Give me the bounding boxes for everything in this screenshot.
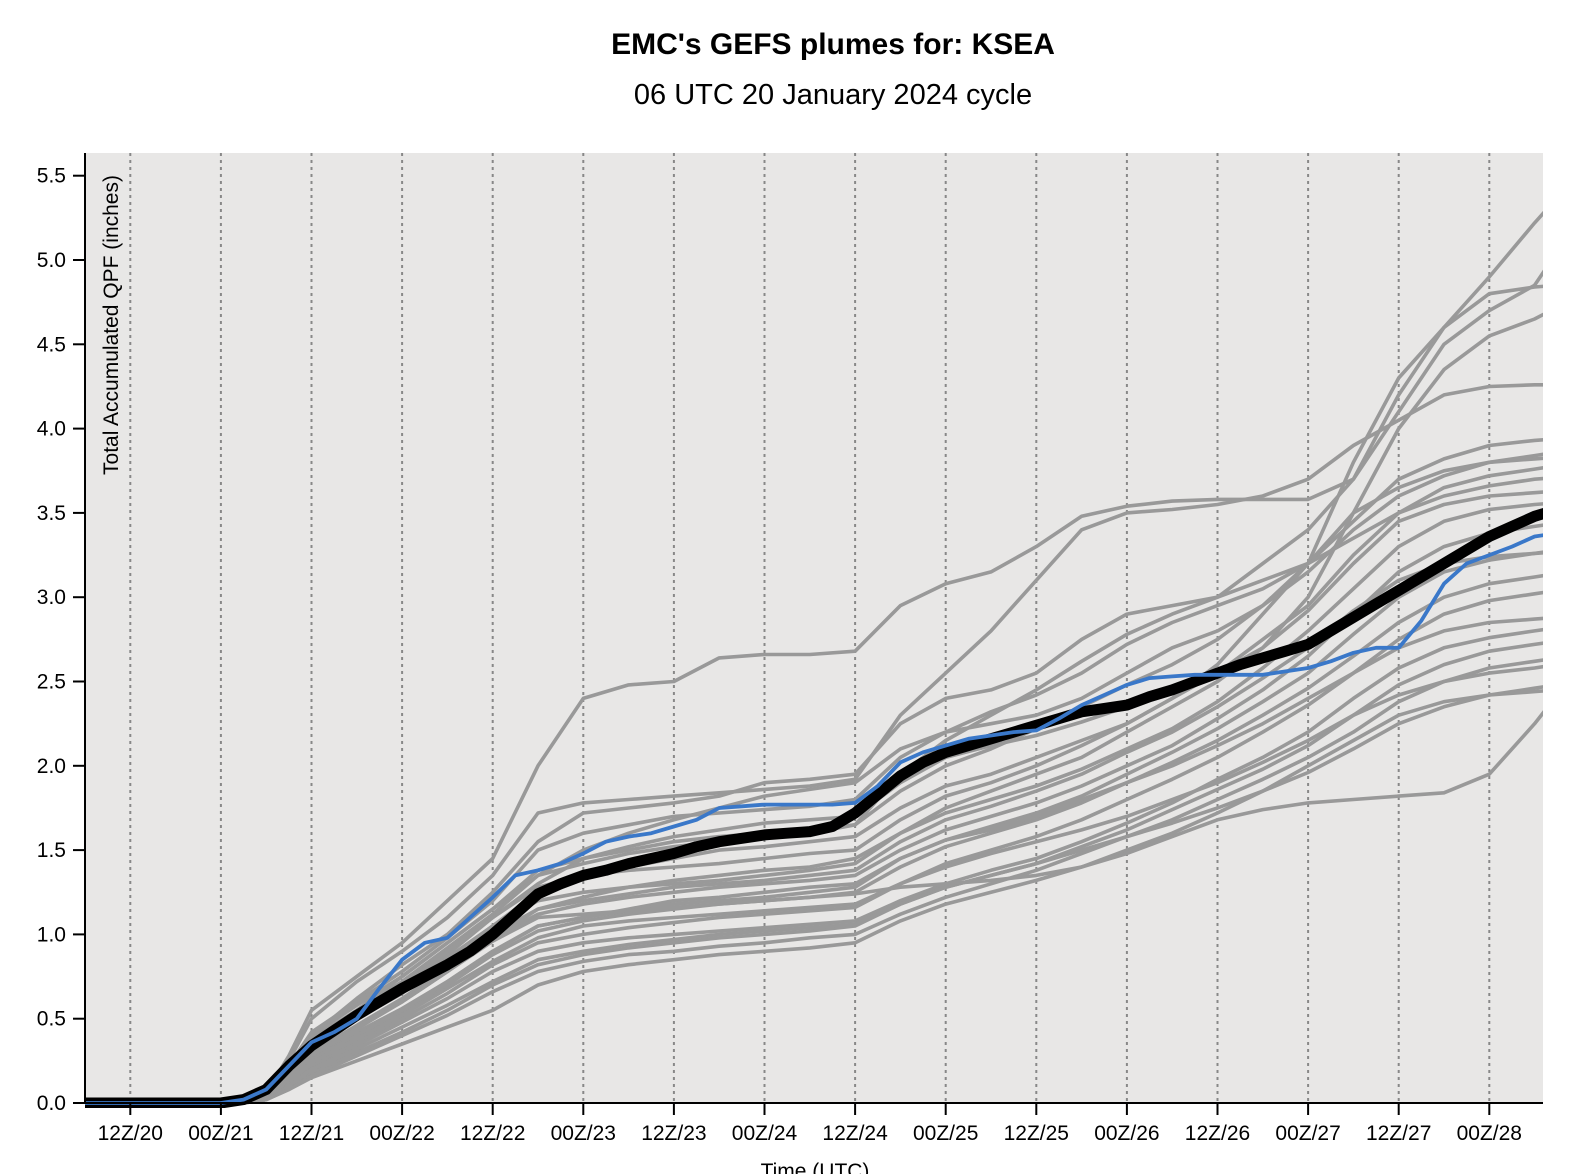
y-tick-label: 5.0 [37,249,66,272]
y-axis-label: Total Accumulated QPF (inches) [100,175,123,475]
y-tick-label: 4.5 [37,333,66,356]
chart-subtitle: 06 UTC 20 January 2024 cycle [634,79,1032,111]
x-tick-label: 12Z/23 [641,1122,706,1145]
x-tick-label: 12Z/26 [1185,1122,1250,1145]
x-tick-label: 12Z/27 [1366,1122,1431,1145]
y-tick-label: 1.5 [37,839,66,862]
ensemble-member-line [85,383,1543,1105]
ensemble-member-line [85,689,1543,1105]
plot-background [85,153,1543,1103]
y-tick-label: 3.5 [37,502,66,525]
ensemble-member-line [85,710,1543,1105]
ensemble-member-line [85,590,1543,1105]
x-tick-label: 00Z/22 [369,1122,434,1145]
y-tick-label: 0.0 [37,1092,66,1115]
x-tick-label: 12Z/22 [460,1122,525,1145]
x-tick-label: 12Z/21 [279,1122,344,1145]
y-tick-label: 5.5 [37,165,66,188]
x-tick-label: 12Z/25 [1004,1122,1069,1145]
x-tick-label: 00Z/25 [913,1122,978,1145]
chart-title: EMC's GEFS plumes for: KSEA [611,28,1055,61]
ensemble-member-line [85,641,1543,1105]
x-tick-label: 00Z/24 [732,1122,798,1145]
ensemble-member-line [85,685,1543,1105]
control-run-line [85,533,1543,1105]
ensemble-member-line [85,550,1543,1105]
x-tick-label: 00Z/27 [1275,1122,1340,1145]
x-tick-label: 00Z/28 [1457,1122,1522,1145]
x-axis: 12Z/20 00Z/21 12Z/21 00Z/22 12Z/22 00Z/23 12Z/… [85,1102,1543,1145]
ensemble-member-line [85,210,1543,1105]
x-tick-label: 00Z/21 [188,1122,253,1145]
y-axis: 0.0 0.5 1.0 1.5 2.0 2.5 3.0 3.5 4.0 4.5 5.0 5.5 [37,153,86,1115]
x-axis-label: Time (UTC) [761,1160,870,1174]
x-tick-label: 00Z/23 [551,1122,616,1145]
control-run-layer [85,533,1543,1105]
ensemble-mean-layer [85,508,1543,1108]
y-tick-label: 4.0 [37,418,66,441]
y-tick-label: 2.5 [37,671,66,694]
y-tick-label: 2.0 [37,755,66,778]
x-tick-label: 12Z/24 [822,1122,888,1145]
ensemble-mean-line [85,508,1543,1108]
y-tick-label: 3.0 [37,586,66,609]
x-tick-label: 12Z/20 [98,1122,163,1145]
y-tick-label: 0.5 [37,1008,66,1031]
x-tick-label: 00Z/26 [1094,1122,1159,1145]
ensemble-member-line [85,616,1543,1105]
ensemble-member-line [85,658,1543,1105]
y-tick-label: 1.0 [37,923,66,946]
ensemble-member-line [85,664,1543,1105]
